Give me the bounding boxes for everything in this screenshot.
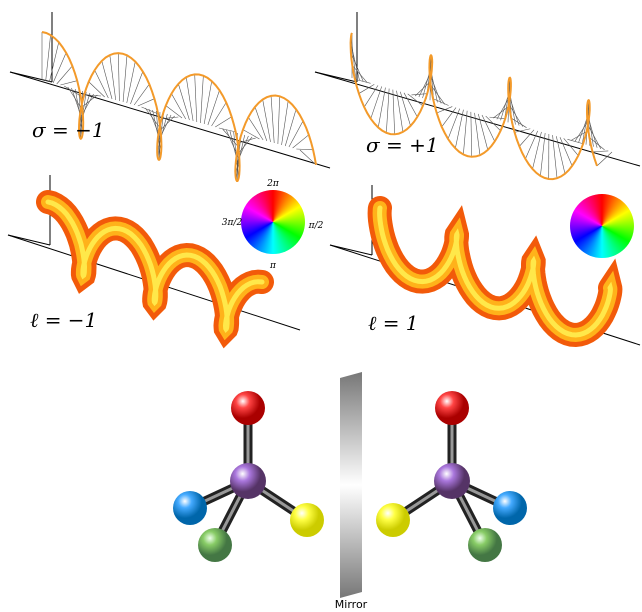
- field-vector: [296, 149, 313, 150]
- atom: [290, 503, 324, 537]
- field-vector: [289, 121, 303, 147]
- field-vector: [371, 86, 382, 118]
- panel-label: ℓ = −1: [30, 308, 97, 332]
- field-vector: [186, 77, 193, 121]
- atom: [468, 528, 502, 562]
- field-vector: [215, 117, 231, 127]
- atom: [493, 491, 527, 525]
- field-vector: [46, 35, 51, 81]
- panel-label: σ = +1: [366, 133, 439, 157]
- field-vector: [166, 106, 182, 118]
- field-vector: [293, 135, 309, 148]
- field-vector: [200, 76, 203, 123]
- axis: [330, 245, 372, 255]
- field-vector: [463, 111, 467, 155]
- field-vector: [455, 110, 463, 149]
- field-vector: [556, 136, 565, 174]
- field-vector: [411, 94, 427, 95]
- field-vector: [118, 53, 119, 101]
- field-vector: [393, 90, 395, 135]
- atom: [435, 391, 469, 425]
- field-vector: [540, 133, 545, 176]
- field-vector: [533, 132, 542, 169]
- field-vector: [282, 101, 289, 145]
- field-vector: [195, 74, 197, 122]
- field-vector: [448, 109, 460, 139]
- atom: [173, 491, 207, 525]
- field-vector: [49, 42, 58, 82]
- field-vector: [567, 139, 583, 143]
- field-vector: [138, 99, 155, 106]
- field-vector: [593, 151, 609, 152]
- atom: [198, 528, 232, 562]
- field-vector: [278, 96, 280, 144]
- wheel-label: 2π: [266, 179, 280, 189]
- atom: [434, 463, 470, 499]
- field-vector: [478, 114, 487, 150]
- panel-label: σ = −1: [32, 118, 105, 142]
- field-vector: [212, 102, 227, 126]
- field-vector: [285, 109, 296, 146]
- wheel-label: 3π/2: [222, 218, 243, 228]
- figure: σ = −1 σ = +1 ℓ = −1 ℓ = 1 2π 3π/2 π/2 π…: [0, 0, 642, 612]
- field-vector: [219, 128, 236, 132]
- field-vector: [263, 100, 271, 142]
- axis: [315, 72, 640, 166]
- field-vector: [471, 112, 472, 157]
- mirror: [340, 372, 362, 598]
- field-vector: [102, 61, 112, 99]
- field-vector: [178, 84, 189, 120]
- field-vector: [564, 138, 579, 155]
- field-vector: [127, 62, 135, 103]
- diagram: σ = −1 σ = +1 ℓ = −1 ℓ = 1 2π 3π/2 π/2 π…: [0, 0, 642, 612]
- wheel-label: π: [269, 261, 277, 271]
- field-vector: [89, 82, 105, 97]
- axis: [315, 72, 357, 82]
- field-vector: [400, 92, 410, 126]
- field-vector: [271, 96, 274, 143]
- mirror-label: Mirror: [335, 598, 368, 611]
- field-vector: [60, 81, 77, 85]
- field-vector: [123, 55, 127, 102]
- atom: [231, 391, 265, 425]
- field-vector: [208, 90, 220, 125]
- panel-label: ℓ = 1: [368, 311, 419, 335]
- helix: [351, 33, 597, 179]
- wheel-label: π/2: [308, 221, 324, 231]
- atom: [230, 463, 266, 499]
- atom: [376, 503, 410, 537]
- axis: [8, 235, 50, 245]
- field-vector: [386, 89, 389, 133]
- field-vector: [142, 107, 159, 114]
